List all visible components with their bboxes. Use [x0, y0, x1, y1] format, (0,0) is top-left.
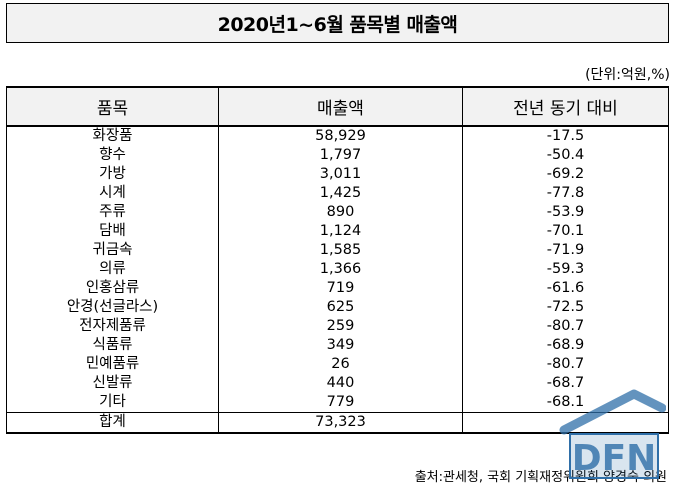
sales-cell: 259	[218, 317, 463, 336]
item-cell: 전자제품류	[6, 317, 219, 336]
yoy-cell: -77.8	[462, 184, 669, 203]
sales-cell: 73,323	[218, 412, 463, 434]
item-cell: 담배	[6, 222, 219, 241]
wall-shape	[569, 433, 659, 479]
yoy-cell: -80.7	[462, 355, 669, 374]
yoy-cell: -50.4	[462, 146, 669, 165]
unit-label: (단위:억원,%)	[585, 67, 670, 83]
item-cell: 가방	[6, 165, 219, 184]
table-row: 민예품류 26 -80.7	[6, 355, 669, 374]
yoy-cell: -71.9	[462, 241, 669, 260]
yoy-cell: -80.7	[462, 317, 669, 336]
table-row: 전자제품류 259 -80.7	[6, 317, 669, 336]
header-sales: 매출액	[218, 86, 463, 127]
sales-table: 품목 매출액 전년 동기 대비 화장품 58,929 -17.5 향수 1,797 -50…	[6, 86, 669, 434]
sales-cell: 1,425	[218, 184, 463, 203]
header-yoy: 전년 동기 대비	[462, 86, 669, 127]
item-cell: 신발류	[6, 374, 219, 393]
table-row: 담배 1,124 -70.1	[6, 222, 669, 241]
sales-cell: 779	[218, 393, 463, 413]
item-cell: 인홍삼류	[6, 279, 219, 298]
yoy-cell: -68.7	[462, 374, 669, 393]
sales-cell: 26	[218, 355, 463, 374]
source-note: 출처:관세청, 국회 기획재정위원회 양경숙 의원	[414, 470, 667, 485]
table-row: 귀금속 1,585 -71.9	[6, 241, 669, 260]
item-cell: 주류	[6, 203, 219, 222]
table-row: 의류 1,366 -59.3	[6, 260, 669, 279]
dfn-house-logo-icon: DFN	[559, 389, 666, 479]
item-cell: 안경(선글라스)	[6, 298, 219, 317]
table-row: 시계 1,425 -77.8	[6, 184, 669, 203]
yoy-cell: -70.1	[462, 222, 669, 241]
yoy-cell: -61.6	[462, 279, 669, 298]
table-row: 주류 890 -53.9	[6, 203, 669, 222]
sales-cell: 58,929	[218, 126, 463, 146]
item-cell: 기타	[6, 393, 219, 413]
sales-cell: 625	[218, 298, 463, 317]
table-title: 2020년1~6월 품목별 매출액	[6, 3, 669, 43]
item-cell: 식품류	[6, 336, 219, 355]
yoy-cell: -72.5	[462, 298, 669, 317]
item-cell: 민예품류	[6, 355, 219, 374]
item-cell: 화장품	[6, 126, 219, 146]
item-cell: 귀금속	[6, 241, 219, 260]
table-row: 안경(선글라스) 625 -72.5	[6, 298, 669, 317]
dfn-watermark-logo: DFN	[558, 386, 666, 482]
yoy-cell: -17.5	[462, 126, 669, 146]
roof-shape	[559, 389, 666, 435]
title-text: 2020년1~6월 품목별 매출액	[217, 13, 458, 36]
yoy-cell: -69.2	[462, 165, 669, 184]
item-cell: 합계	[6, 412, 219, 434]
yoy-cell: -59.3	[462, 260, 669, 279]
sales-cell: 719	[218, 279, 463, 298]
item-cell: 의류	[6, 260, 219, 279]
sales-cell: 1,797	[218, 146, 463, 165]
item-cell: 시계	[6, 184, 219, 203]
table-row: 인홍삼류 719 -61.6	[6, 279, 669, 298]
header-row: 품목 매출액 전년 동기 대비	[6, 86, 669, 127]
sales-cell: 1,124	[218, 222, 463, 241]
sales-cell: 1,585	[218, 241, 463, 260]
table-row: 식품류 349 -68.9	[6, 336, 669, 355]
yoy-cell: -68.9	[462, 336, 669, 355]
sales-cell: 890	[218, 203, 463, 222]
table-row: 가방 3,011 -69.2	[6, 165, 669, 184]
sales-cell: 349	[218, 336, 463, 355]
table-row: 신발류 440 -68.7	[6, 374, 669, 393]
yoy-cell: -53.9	[462, 203, 669, 222]
table-row: 화장품 58,929 -17.5	[6, 126, 669, 146]
item-cell: 향수	[6, 146, 219, 165]
header-item: 품목	[6, 86, 219, 127]
sales-cell: 3,011	[218, 165, 463, 184]
table-row: 향수 1,797 -50.4	[6, 146, 669, 165]
sales-cell: 1,366	[218, 260, 463, 279]
sales-cell: 440	[218, 374, 463, 393]
logo-text: DFN	[572, 438, 657, 479]
